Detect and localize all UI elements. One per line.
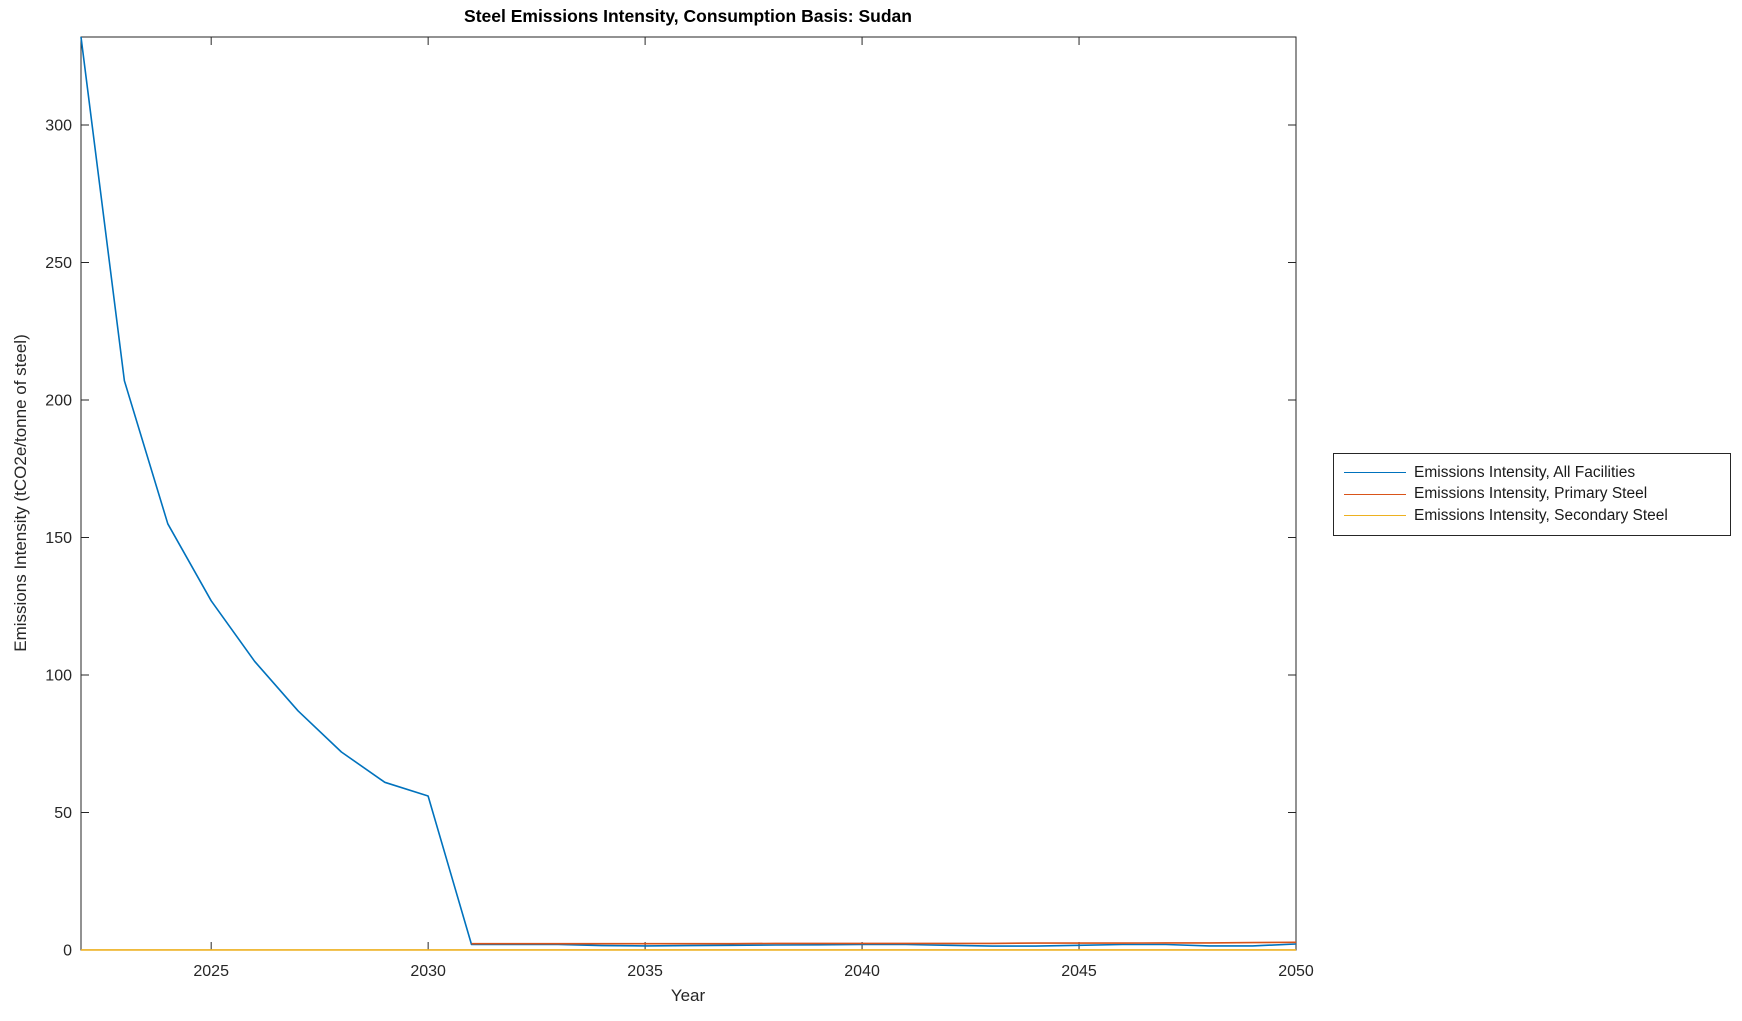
y-tick-label: 200 [45, 393, 72, 410]
series-line-0 [80, 36, 1297, 947]
x-tick-label: 2030 [410, 963, 446, 980]
legend-label: Emissions Intensity, Secondary Steel [1414, 506, 1668, 524]
legend: Emissions Intensity, All Facilities Emiss… [1333, 453, 1731, 536]
y-tick-label: 150 [45, 530, 72, 547]
y-axis-label: Emissions Intensity (tCO2e/tonne of stee… [11, 334, 30, 652]
legend-item-2: Emissions Intensity, Secondary Steel [1334, 505, 1730, 527]
legend-line-sample [1344, 472, 1406, 474]
legend-item-1: Emissions Intensity, Primary Steel [1334, 484, 1730, 506]
legend-label: Emissions Intensity, All Facilities [1414, 463, 1636, 481]
x-tick-label: 2045 [1061, 963, 1097, 980]
legend-label: Emissions Intensity, Primary Steel [1414, 485, 1648, 503]
y-tick-label: 250 [45, 255, 72, 272]
legend-line-sample [1344, 493, 1406, 495]
y-tick-label: 300 [45, 118, 72, 135]
x-tick-label: 2040 [844, 963, 880, 980]
legend-item-0: Emissions Intensity, All Facilities [1334, 462, 1730, 484]
axes-box [80, 36, 1297, 951]
x-tick-label: 2025 [193, 963, 229, 980]
series-line-1 [471, 941, 1297, 945]
legend-line-sample [1344, 515, 1406, 517]
chart-title: Steel Emissions Intensity, Consumption B… [464, 6, 912, 26]
x-axis-label: Year [670, 986, 706, 1005]
y-tick-label: 100 [45, 668, 72, 685]
y-tick-label: 0 [63, 943, 72, 960]
y-tick-label: 50 [54, 805, 72, 822]
x-tick-label: 2035 [627, 963, 663, 980]
x-tick-label: 2050 [1278, 963, 1314, 980]
